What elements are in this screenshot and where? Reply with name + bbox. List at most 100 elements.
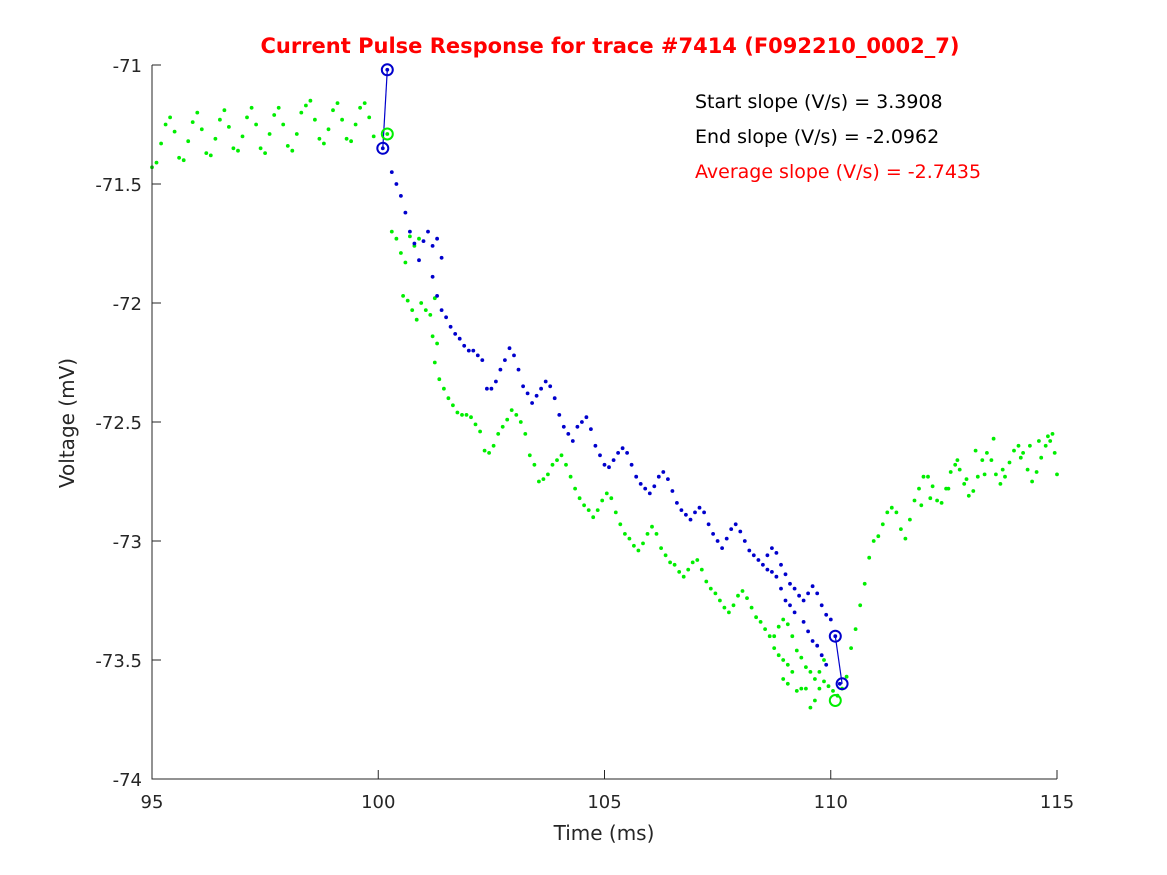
data-point: [785, 662, 790, 667]
data-point: [817, 686, 822, 691]
data-point: [620, 446, 625, 451]
data-point: [666, 477, 670, 481]
x-tick-label: 110: [814, 792, 848, 813]
data-point: [403, 210, 408, 215]
data-point: [702, 510, 706, 515]
data-point: [313, 117, 317, 122]
data-point: [227, 125, 231, 129]
data-point: [704, 579, 709, 584]
data-point: [439, 255, 444, 260]
data-point: [154, 160, 159, 165]
data-point: [738, 529, 743, 534]
data-point: [580, 420, 584, 424]
data-point: [1007, 460, 1012, 465]
data-point: [494, 379, 498, 384]
data-point: [724, 536, 729, 541]
data-point: [690, 560, 695, 565]
data-point: [623, 532, 627, 536]
data-point: [586, 508, 591, 512]
data-point: [903, 536, 908, 541]
data-point: [708, 586, 713, 591]
data-point: [774, 551, 779, 555]
data-point: [240, 134, 245, 139]
data-point: [573, 486, 577, 491]
data-point: [408, 229, 412, 234]
data-point: [190, 120, 195, 124]
data-point: [779, 586, 783, 591]
data-point: [555, 458, 559, 462]
data-point: [754, 615, 758, 620]
data-point: [663, 553, 668, 558]
y-tick-label: -71.5: [95, 175, 142, 196]
data-point: [290, 148, 295, 153]
annotation-start-slope: Start slope (V/s) = 3.3908: [695, 91, 943, 113]
data-point: [1046, 434, 1050, 439]
data-point: [1003, 474, 1007, 479]
data-point: [643, 486, 648, 491]
marker-circle: [828, 629, 842, 643]
marker-circle: [380, 63, 394, 77]
marker-circle: [380, 127, 394, 141]
data-point: [828, 617, 833, 622]
data-point: [604, 491, 609, 496]
data-point: [281, 122, 286, 127]
data-point: [790, 634, 795, 639]
data-point: [751, 553, 756, 558]
data-point: [618, 522, 623, 527]
data-point: [1028, 443, 1032, 448]
data-point: [340, 117, 344, 122]
data-point: [489, 386, 494, 391]
data-point: [772, 646, 777, 650]
data-point: [783, 598, 788, 603]
data-point: [399, 194, 403, 198]
data-point: [824, 662, 829, 667]
data-point: [731, 603, 736, 608]
data-point: [349, 139, 353, 144]
data-point: [966, 493, 971, 498]
data-point: [912, 498, 917, 503]
data-point: [539, 386, 543, 391]
data-point: [804, 686, 808, 691]
data-point: [276, 105, 281, 110]
data-point: [781, 617, 786, 622]
y-axis-label: Voltage (mV): [55, 358, 79, 488]
data-point: [462, 343, 467, 348]
data-point: [781, 677, 786, 681]
data-point: [1050, 432, 1055, 436]
data-point: [953, 462, 958, 467]
data-point: [444, 315, 448, 320]
data-point: [641, 541, 645, 546]
data-point: [317, 136, 322, 141]
y-tick-label: -73.5: [95, 651, 142, 672]
y-tick-label: -73: [113, 532, 142, 553]
data-point: [482, 448, 487, 453]
data-point: [607, 465, 611, 470]
data-point: [428, 313, 433, 317]
data-point: [806, 629, 810, 634]
data-point: [426, 229, 430, 234]
data-point: [989, 458, 994, 462]
data-point: [1016, 443, 1021, 448]
data-point: [159, 141, 164, 146]
data-point: [636, 548, 641, 553]
data-point: [516, 367, 521, 372]
data-point: [779, 562, 783, 567]
data-point: [994, 472, 998, 477]
data-point: [761, 562, 765, 567]
data-point: [186, 139, 191, 144]
data-point: [523, 432, 528, 436]
data-point: [584, 415, 589, 420]
data-point: [955, 458, 960, 462]
data-point: [1030, 479, 1034, 484]
data-point: [423, 308, 428, 312]
data-point: [853, 627, 858, 631]
data-point: [439, 308, 444, 312]
data-point: [589, 427, 593, 431]
data-point: [770, 570, 774, 574]
data-point: [512, 353, 516, 358]
data-point: [471, 348, 476, 353]
data-point: [249, 105, 254, 110]
data-point: [509, 408, 514, 412]
data-point: [801, 620, 806, 624]
data-point: [455, 410, 460, 415]
